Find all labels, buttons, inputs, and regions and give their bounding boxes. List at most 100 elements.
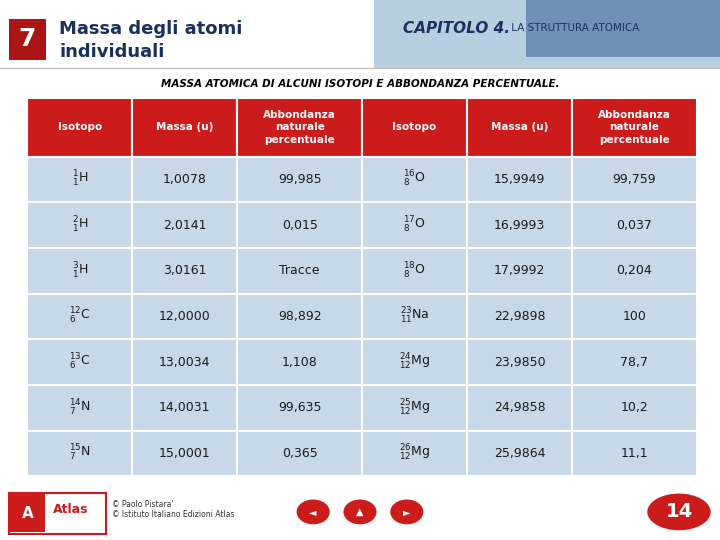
Text: 15,9949: 15,9949: [494, 173, 545, 186]
Text: Isotopo: Isotopo: [392, 123, 437, 132]
Text: 3,0161: 3,0161: [163, 264, 207, 277]
Text: Massa (u): Massa (u): [491, 123, 548, 132]
Text: $^{26}_{12}$Mg: $^{26}_{12}$Mg: [399, 443, 431, 463]
Bar: [10, 494, 45, 532]
Bar: [132, 98, 237, 157]
Text: $^{15}_{7}$N: $^{15}_{7}$N: [69, 443, 91, 463]
Bar: [572, 294, 697, 339]
Text: 1,0078: 1,0078: [163, 173, 207, 186]
Text: 12,0000: 12,0000: [159, 310, 210, 323]
Bar: [572, 202, 697, 248]
Bar: [572, 430, 697, 476]
Text: 1,108: 1,108: [282, 356, 318, 369]
Bar: [27, 430, 132, 476]
Text: $^{1}_{1}$H: $^{1}_{1}$H: [72, 170, 88, 190]
Text: 11,1: 11,1: [621, 447, 648, 460]
Bar: [132, 202, 237, 248]
Bar: [362, 385, 467, 430]
Bar: [362, 294, 467, 339]
Text: $^{2}_{1}$H: $^{2}_{1}$H: [72, 215, 88, 235]
Bar: [132, 294, 237, 339]
Bar: [9, 493, 106, 534]
Bar: [27, 385, 132, 430]
Text: A: A: [22, 505, 33, 521]
Bar: [237, 98, 362, 157]
Bar: [467, 339, 572, 385]
Bar: [362, 430, 467, 476]
Text: $^{12}_{6}$C: $^{12}_{6}$C: [69, 306, 91, 327]
Text: 13,0034: 13,0034: [159, 356, 210, 369]
Bar: [572, 98, 697, 157]
Circle shape: [297, 500, 330, 524]
Bar: [27, 339, 132, 385]
Bar: [467, 430, 572, 476]
Bar: [27, 202, 132, 248]
Text: Massa degli atomi: Massa degli atomi: [59, 20, 243, 38]
Bar: [132, 339, 237, 385]
Text: Massa (u): Massa (u): [156, 123, 213, 132]
Bar: [27, 98, 132, 157]
Text: © Paolo Pistara': © Paolo Pistara': [112, 501, 173, 509]
Text: 14,0031: 14,0031: [159, 401, 210, 414]
Text: 99,635: 99,635: [278, 401, 321, 414]
Text: 99,759: 99,759: [613, 173, 656, 186]
Text: 0,015: 0,015: [282, 219, 318, 232]
Text: 25,9864: 25,9864: [494, 447, 545, 460]
Bar: [27, 294, 132, 339]
Text: 24,9858: 24,9858: [494, 401, 545, 414]
Text: Tracce: Tracce: [279, 264, 320, 277]
Bar: [362, 248, 467, 294]
Bar: [374, 0, 720, 68]
Text: MASSA ATOMICA DI ALCUNI ISOTOPI E ABBONDANZA PERCENTUALE.: MASSA ATOMICA DI ALCUNI ISOTOPI E ABBOND…: [161, 79, 559, 89]
Text: ▲: ▲: [356, 507, 364, 517]
Bar: [237, 202, 362, 248]
Text: LA STRUTTURA ATOMICA: LA STRUTTURA ATOMICA: [508, 23, 639, 33]
Text: $^{18}_{8}$O: $^{18}_{8}$O: [403, 261, 426, 281]
Bar: [467, 385, 572, 430]
Bar: [362, 202, 467, 248]
Text: 16,9993: 16,9993: [494, 219, 545, 232]
Text: Atlas: Atlas: [53, 503, 89, 516]
Text: Abbondanza
naturale
percentuale: Abbondanza naturale percentuale: [598, 110, 671, 145]
Bar: [132, 385, 237, 430]
Bar: [362, 157, 467, 202]
Text: $^{23}_{11}$Na: $^{23}_{11}$Na: [400, 306, 429, 327]
Bar: [237, 248, 362, 294]
Ellipse shape: [647, 494, 711, 530]
Text: CAPITOLO 4.: CAPITOLO 4.: [403, 21, 510, 36]
Bar: [9, 19, 46, 60]
Bar: [467, 294, 572, 339]
Text: $^{14}_{7}$N: $^{14}_{7}$N: [69, 398, 91, 418]
Text: $^{25}_{12}$Mg: $^{25}_{12}$Mg: [399, 398, 431, 418]
Text: $^{24}_{12}$Mg: $^{24}_{12}$Mg: [399, 352, 431, 372]
Text: $^{16}_{8}$O: $^{16}_{8}$O: [403, 170, 426, 190]
Text: 14: 14: [665, 502, 693, 522]
Bar: [132, 430, 237, 476]
Bar: [132, 248, 237, 294]
Text: 98,892: 98,892: [278, 310, 321, 323]
Text: © Istituto Italiano Edizioni Atlas: © Istituto Italiano Edizioni Atlas: [112, 510, 234, 518]
Bar: [467, 202, 572, 248]
Bar: [237, 385, 362, 430]
Text: ◄: ◄: [310, 507, 317, 517]
Bar: [362, 339, 467, 385]
Text: 15,0001: 15,0001: [159, 447, 210, 460]
Text: 99,985: 99,985: [278, 173, 321, 186]
Bar: [362, 98, 467, 157]
Bar: [132, 157, 237, 202]
Text: 0,204: 0,204: [616, 264, 652, 277]
Bar: [572, 339, 697, 385]
Text: individuali: individuali: [59, 43, 164, 61]
Bar: [572, 248, 697, 294]
Text: 7: 7: [19, 28, 36, 51]
Bar: [526, 0, 720, 57]
Bar: [27, 157, 132, 202]
Bar: [572, 157, 697, 202]
Text: Isotopo: Isotopo: [58, 123, 102, 132]
Text: 0,037: 0,037: [616, 219, 652, 232]
Bar: [467, 98, 572, 157]
Bar: [467, 157, 572, 202]
Text: 23,9850: 23,9850: [494, 356, 545, 369]
Text: 2,0141: 2,0141: [163, 219, 207, 232]
Text: 17,9992: 17,9992: [494, 264, 545, 277]
